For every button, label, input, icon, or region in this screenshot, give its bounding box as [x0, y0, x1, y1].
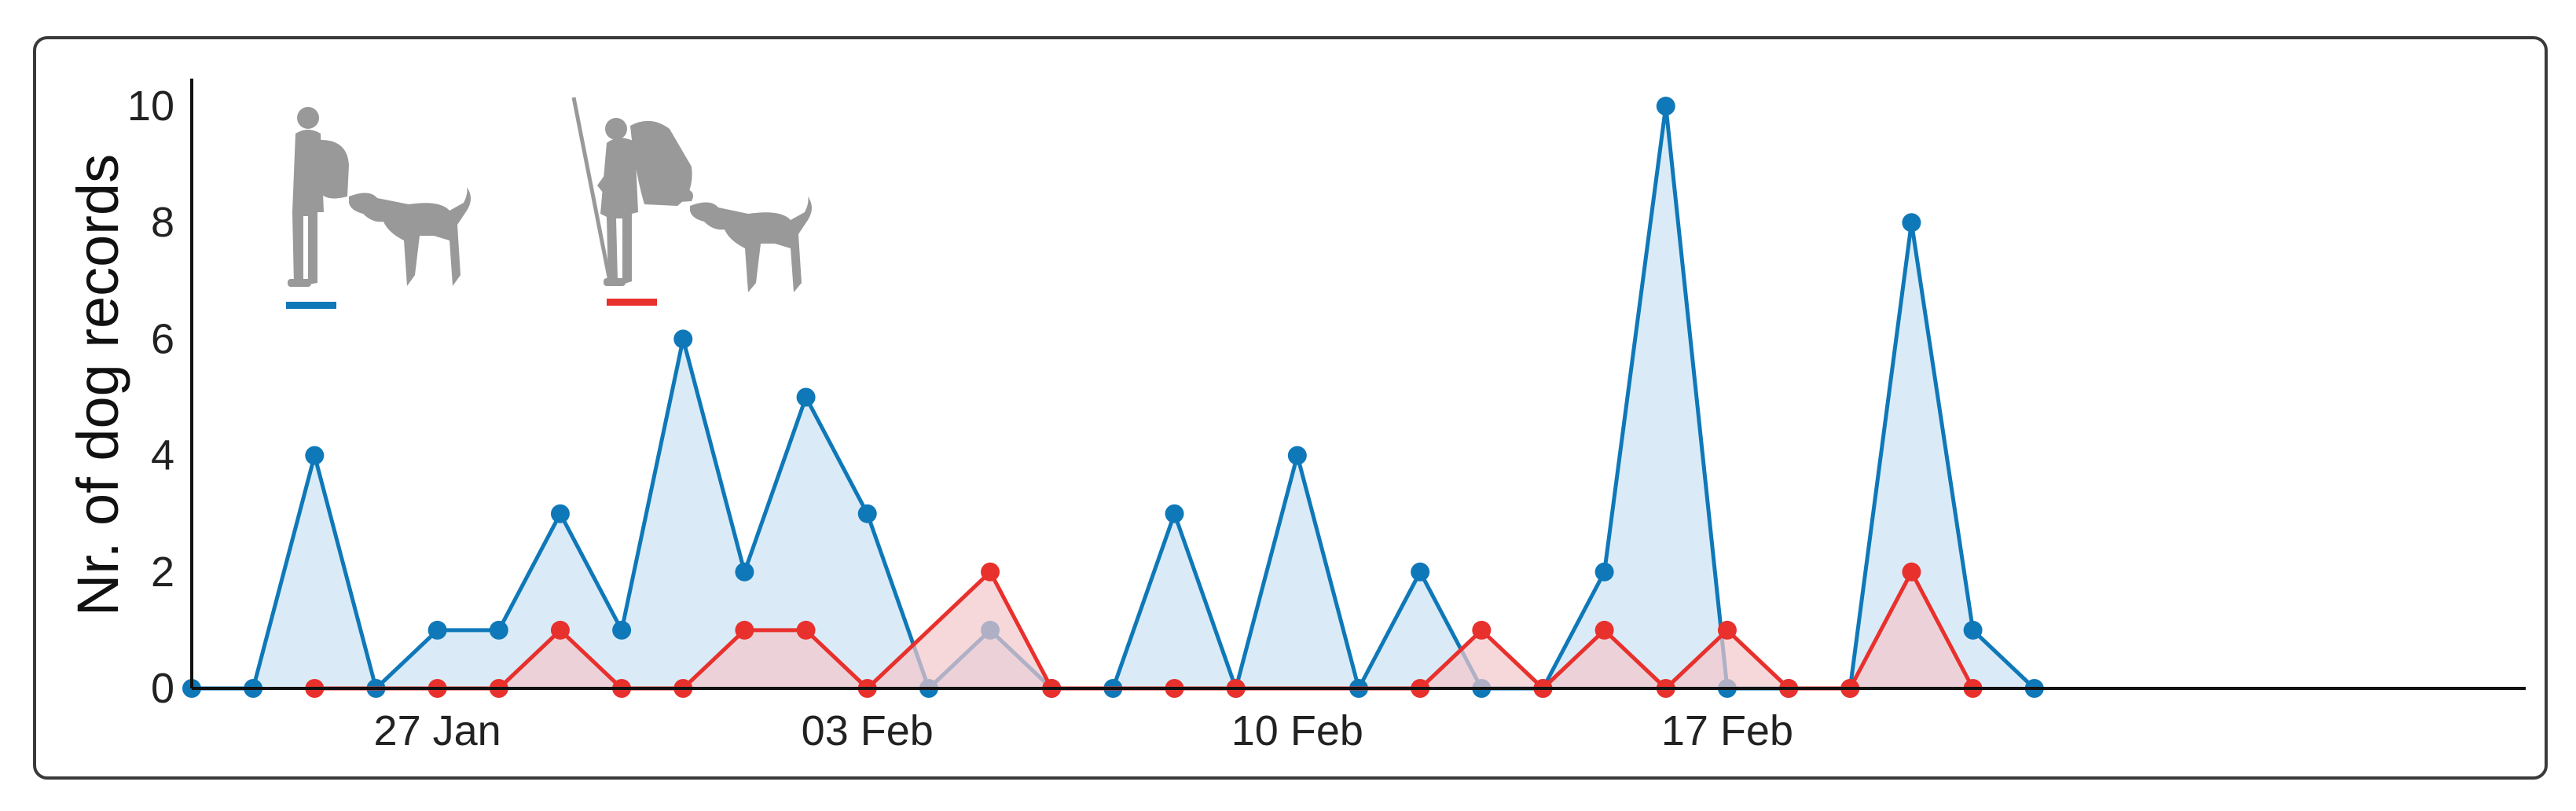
series-1-point — [1472, 620, 1492, 640]
axes: 0 2 4 6 8 10 27 Jan 03 Feb 10 Feb 17 Feb — [127, 79, 2526, 754]
series-0-point — [857, 504, 877, 523]
y-tick-label: 0 — [151, 665, 174, 712]
x-tick-label: 27 Jan — [374, 707, 501, 754]
series-1-point — [550, 620, 570, 640]
y-tick-label: 10 — [127, 83, 174, 130]
series-0-area — [192, 106, 2035, 689]
series-0-point — [673, 329, 693, 349]
x-tick-label: 03 Feb — [802, 707, 934, 754]
series-1-point — [1717, 620, 1737, 640]
x-tick-label: 10 Feb — [1231, 707, 1363, 754]
series-0-point — [1656, 97, 1675, 116]
series-0-point — [1963, 620, 1983, 640]
legend — [286, 97, 812, 309]
y-tick-label: 4 — [151, 432, 174, 479]
person-with-dog-icon — [288, 107, 471, 287]
y-tick-label: 2 — [151, 549, 174, 596]
series-0-point — [1594, 562, 1614, 582]
series-0-point — [427, 620, 447, 640]
series-0-point — [1165, 504, 1184, 523]
series-0 — [182, 97, 2044, 698]
y-tick-label: 8 — [151, 199, 174, 246]
series-1-point — [981, 562, 1000, 582]
series-0-point — [305, 446, 325, 465]
series-0-point — [796, 387, 816, 407]
hiker-with-dog-icon — [571, 97, 812, 292]
series-layer — [182, 97, 2044, 698]
x-tick-label: 17 Feb — [1661, 707, 1793, 754]
series-1-area — [314, 571, 1973, 688]
series-1-point — [1902, 562, 1921, 582]
series-0-point — [1902, 213, 1921, 233]
series-0-point — [612, 620, 632, 640]
series-0-point — [735, 562, 754, 582]
series-1-point — [796, 620, 816, 640]
y-tick-label: 6 — [151, 315, 174, 362]
y-axis-label: Nr. of dog records — [65, 154, 130, 616]
series-0-point — [550, 504, 570, 523]
series-1-point — [1594, 620, 1614, 640]
legend-red-swatch — [607, 299, 657, 306]
series-1-point — [735, 620, 754, 640]
series-0-point — [1287, 446, 1307, 465]
series-0-point — [1411, 562, 1430, 582]
series-0-point — [489, 620, 508, 640]
legend-blue-swatch — [286, 302, 336, 309]
